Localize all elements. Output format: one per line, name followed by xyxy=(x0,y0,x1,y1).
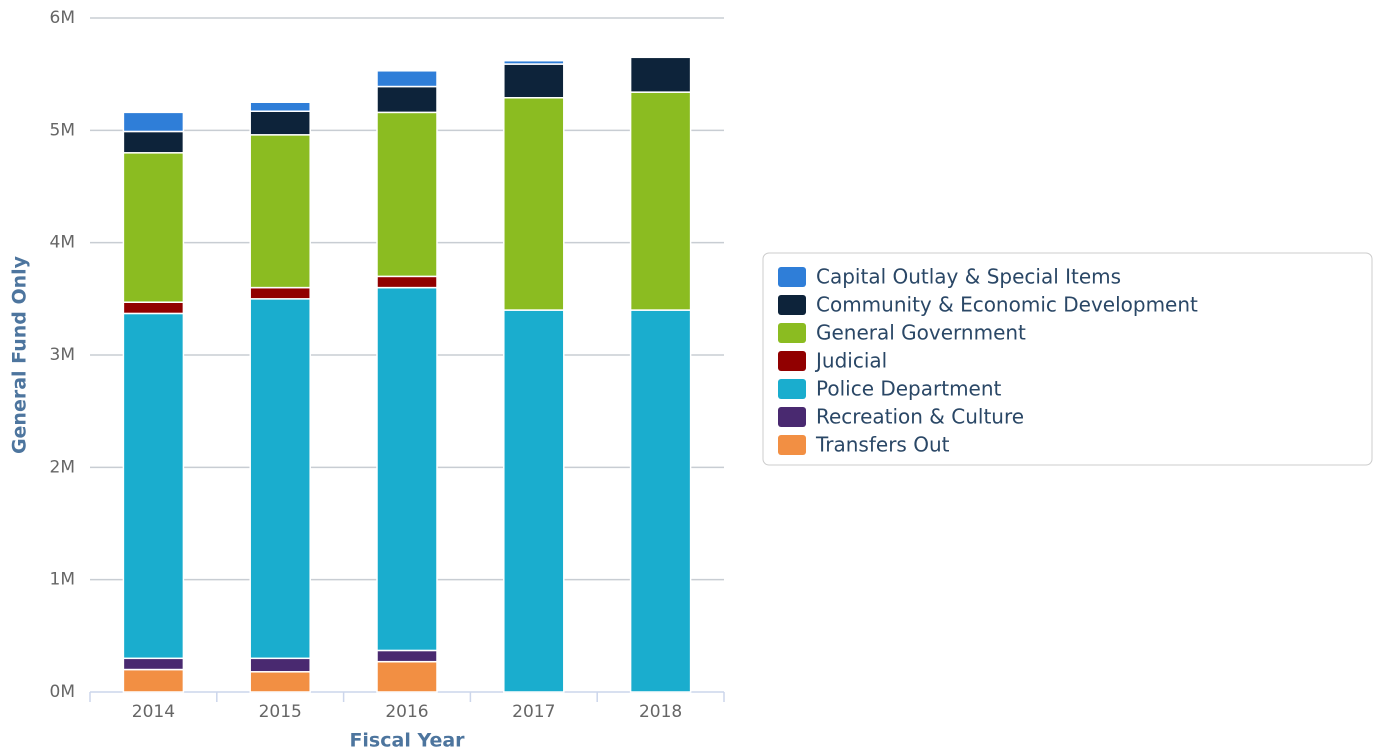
bar-segment xyxy=(503,59,565,65)
legend-label: Transfers Out xyxy=(815,433,950,457)
bar-segment xyxy=(376,286,438,652)
bar-segment xyxy=(122,657,185,671)
bar-segment xyxy=(376,649,438,663)
bar-segment xyxy=(503,63,565,99)
x-tick-label: 2014 xyxy=(132,702,175,722)
bar-segment xyxy=(629,309,692,693)
x-axis-title: Fiscal Year xyxy=(349,730,465,752)
legend-label: General Government xyxy=(816,321,1026,345)
bar-segment xyxy=(122,668,185,693)
y-tick-label: 2M xyxy=(50,457,75,477)
y-tick-label: 0M xyxy=(50,682,75,702)
bar-segment xyxy=(376,660,438,693)
bar-segment xyxy=(249,298,311,660)
bar-segment xyxy=(249,657,311,673)
legend-label: Judicial xyxy=(814,349,887,373)
y-tick-label: 4M xyxy=(50,233,75,253)
legend-swatch xyxy=(778,379,806,399)
bar-segment xyxy=(503,97,565,311)
legend-swatch xyxy=(778,351,806,371)
bar-segment xyxy=(122,312,185,660)
legend-label: Capital Outlay & Special Items xyxy=(816,265,1121,289)
bar-segment xyxy=(503,309,565,693)
bar-segment xyxy=(122,152,185,303)
legend-label: Community & Economic Development xyxy=(816,293,1198,317)
bar-segment xyxy=(629,91,692,311)
bar-segment xyxy=(249,110,311,136)
y-tick-label: 3M xyxy=(50,345,75,365)
x-tick-label: 2016 xyxy=(385,702,428,722)
bar-segment xyxy=(249,286,311,300)
legend-swatch xyxy=(778,323,806,343)
legend-swatch xyxy=(778,295,806,315)
y-axis-title: General Fund Only xyxy=(9,255,31,454)
x-tick-label: 2015 xyxy=(259,702,302,722)
legend-label: Police Department xyxy=(816,377,1002,401)
legend-swatch xyxy=(778,407,806,427)
bar-segment xyxy=(249,134,311,289)
bar-segment xyxy=(122,130,185,154)
bar-segment xyxy=(629,56,692,93)
y-tick-label: 6M xyxy=(50,8,75,28)
bar-segment xyxy=(376,70,438,88)
x-tick-label: 2018 xyxy=(639,702,682,722)
y-tick-label: 5M xyxy=(50,120,75,140)
legend-swatch xyxy=(778,435,806,455)
bar-segment xyxy=(376,85,438,114)
legend-swatch xyxy=(778,267,806,287)
bar-segment xyxy=(376,111,438,278)
bar-segment xyxy=(122,111,185,133)
y-tick-label: 1M xyxy=(50,570,75,590)
bar-segment xyxy=(249,671,311,693)
legend-label: Recreation & Culture xyxy=(816,405,1024,429)
bar-segment xyxy=(122,301,185,315)
legend-box xyxy=(762,252,1373,466)
bar-segment xyxy=(376,275,438,289)
x-tick-label: 2017 xyxy=(512,702,555,722)
bar-segment xyxy=(249,101,311,112)
